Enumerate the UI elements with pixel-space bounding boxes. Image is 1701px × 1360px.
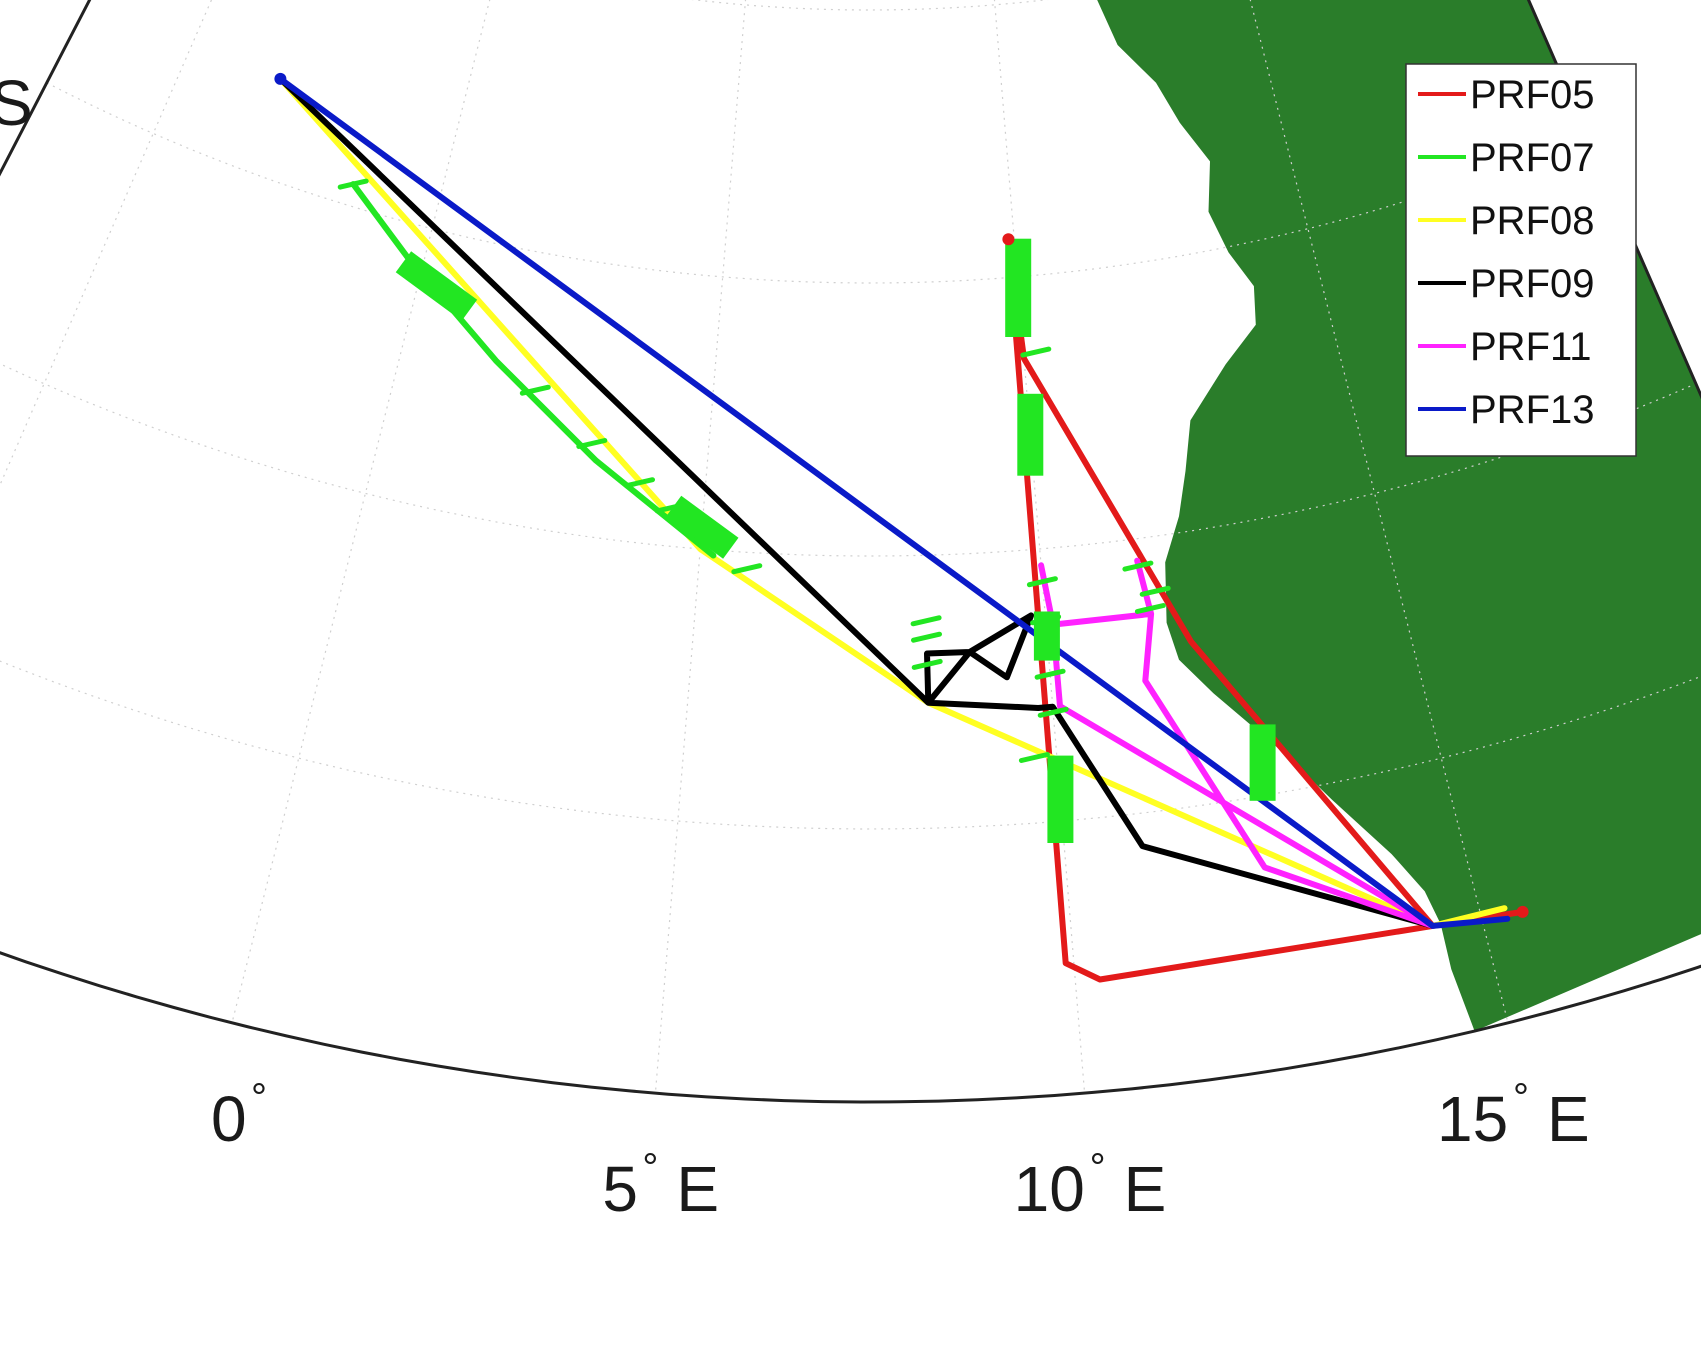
lon-degree: ° [251, 1076, 267, 1120]
legend-label: PRF08 [1470, 199, 1595, 243]
prf07-tick [1026, 576, 1058, 588]
track-endpoint-dot [1002, 233, 1015, 246]
parallel-line [0, 324, 1697, 557]
legend-entry-prf09: PRF09 [1418, 262, 1595, 306]
legend-entry-prf13: PRF13 [1418, 388, 1595, 432]
lat-label: S°10 [0, 67, 33, 139]
track-endpoint-dot [274, 72, 287, 85]
lon-degree: ° [1090, 1146, 1106, 1190]
lon-label: 0 ° [211, 1076, 267, 1155]
prf07-tick [1030, 614, 1062, 626]
prf07-tick [624, 477, 655, 489]
lat-hemisphere: S [0, 67, 33, 139]
prf07-tick [1139, 585, 1171, 597]
prf07-block [1005, 238, 1032, 337]
legend-label: PRF07 [1470, 136, 1595, 180]
track-prf07 [350, 181, 717, 559]
lon-number: 5 [602, 1153, 638, 1225]
prf07-tick [654, 502, 686, 514]
prf07-tick [910, 615, 942, 627]
lon-hemisphere: E [1547, 1083, 1590, 1155]
prf07-tick [519, 384, 551, 396]
track-prf11 [1038, 557, 1436, 929]
prf07-tick [1020, 346, 1052, 358]
prf07-tick [337, 178, 369, 190]
lon-number: 15 [1437, 1083, 1508, 1155]
lon-label: 5 ° E [602, 1146, 719, 1225]
legend: PRF05 PRF07 PRF08 PRF09 PRF11 PRF13 [1405, 63, 1637, 457]
prf07-block [1017, 393, 1044, 476]
lon-label: 15 ° E [1437, 1076, 1590, 1155]
legend-entry-prf07: PRF07 [1418, 136, 1595, 180]
prf07-tick [1034, 668, 1066, 680]
map-area [0, 0, 1701, 1104]
land-africa [1067, 0, 1701, 1032]
prf07-tick [576, 438, 608, 449]
prf07-tick [1134, 603, 1166, 614]
legend-label: PRF05 [1470, 73, 1595, 117]
latitude-tick-labels: S°5S°10S°15S°20S°25 [0, 67, 33, 139]
prf07-tick [731, 563, 763, 575]
lon-number: 0 [211, 1083, 247, 1155]
prf07-tick [1018, 752, 1050, 763]
longitude-tick-labels: 5°W0°5°E10°E15°E20°E [211, 1076, 1590, 1225]
track-endpoint-dot [1516, 905, 1529, 918]
lon-number: 10 [1014, 1153, 1085, 1225]
track-prf09 [277, 75, 1436, 929]
lon-hemisphere: E [676, 1153, 719, 1225]
lon-degree: ° [1513, 1076, 1529, 1120]
prf07-block [395, 251, 478, 321]
track-prf13 [277, 75, 1511, 929]
prf07-tick [911, 631, 942, 643]
lon-hemisphere: E [1124, 1153, 1167, 1225]
legend-entry-prf11: PRF11 [1418, 325, 1592, 369]
legend-label: PRF09 [1470, 262, 1595, 306]
legend-entry-prf05: PRF05 [1418, 73, 1595, 117]
legend-box [1405, 63, 1637, 457]
legend-entry-prf08: PRF08 [1418, 199, 1595, 243]
prf07-tick [1037, 706, 1069, 718]
prf07-tick [1122, 560, 1154, 572]
lon-degree: ° [642, 1146, 658, 1190]
legend-label: PRF11 [1470, 325, 1592, 369]
prf07-block [1249, 724, 1276, 801]
prf07-block [1047, 755, 1074, 843]
legend-label: PRF13 [1470, 388, 1595, 432]
prf07-segments [337, 178, 1276, 843]
lon-label: 10 ° E [1014, 1146, 1167, 1225]
track-endpoints [274, 72, 1529, 918]
prf07-block [665, 495, 739, 559]
prf07-tick [911, 658, 943, 670]
